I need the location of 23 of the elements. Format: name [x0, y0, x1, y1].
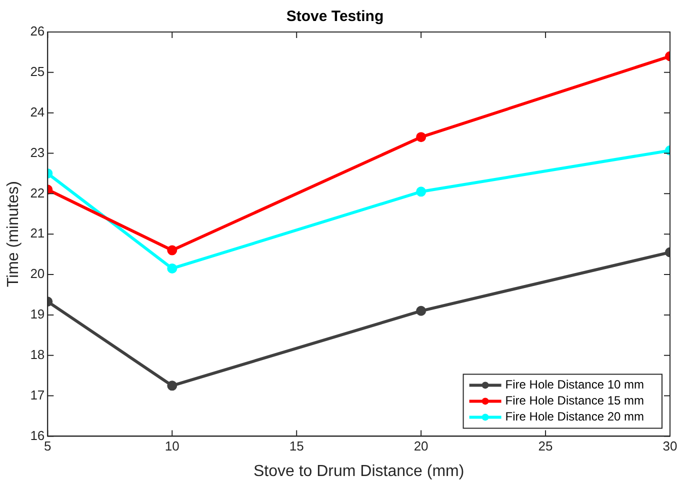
- x-axis-title: Stove to Drum Distance (mm): [253, 462, 464, 480]
- y-axis-title: Time (minutes): [5, 181, 22, 288]
- legend-label: Fire Hole Distance 10 mm: [505, 378, 644, 392]
- legend-label: Fire Hole Distance 20 mm: [505, 410, 644, 424]
- chart-title: Stove Testing: [286, 8, 384, 26]
- y-tick-label: 25: [30, 64, 45, 79]
- x-tick-label: 25: [538, 438, 553, 454]
- x-tick-label: 20: [414, 438, 428, 454]
- y-tick-label: 21: [30, 226, 45, 241]
- x-tick-label: 10: [164, 438, 180, 454]
- y-tick-label: 26: [30, 24, 45, 39]
- y-tick-label: 18: [30, 346, 45, 362]
- y-tick-label: 24: [30, 104, 45, 120]
- legend-label: Fire Hole Distance 15 mm: [505, 394, 644, 408]
- x-tick-label: 5: [44, 438, 52, 454]
- y-tick-label: 20: [30, 266, 45, 282]
- y-tick-label: 19: [30, 306, 45, 322]
- x-tick-label: 30: [662, 438, 678, 454]
- y-tick-label: 17: [30, 387, 45, 402]
- y-tick-label: 16: [30, 428, 45, 443]
- x-tick-label: 15: [289, 438, 304, 454]
- y-tick-label: 22: [30, 185, 45, 200]
- y-tick-label: 23: [30, 144, 45, 160]
